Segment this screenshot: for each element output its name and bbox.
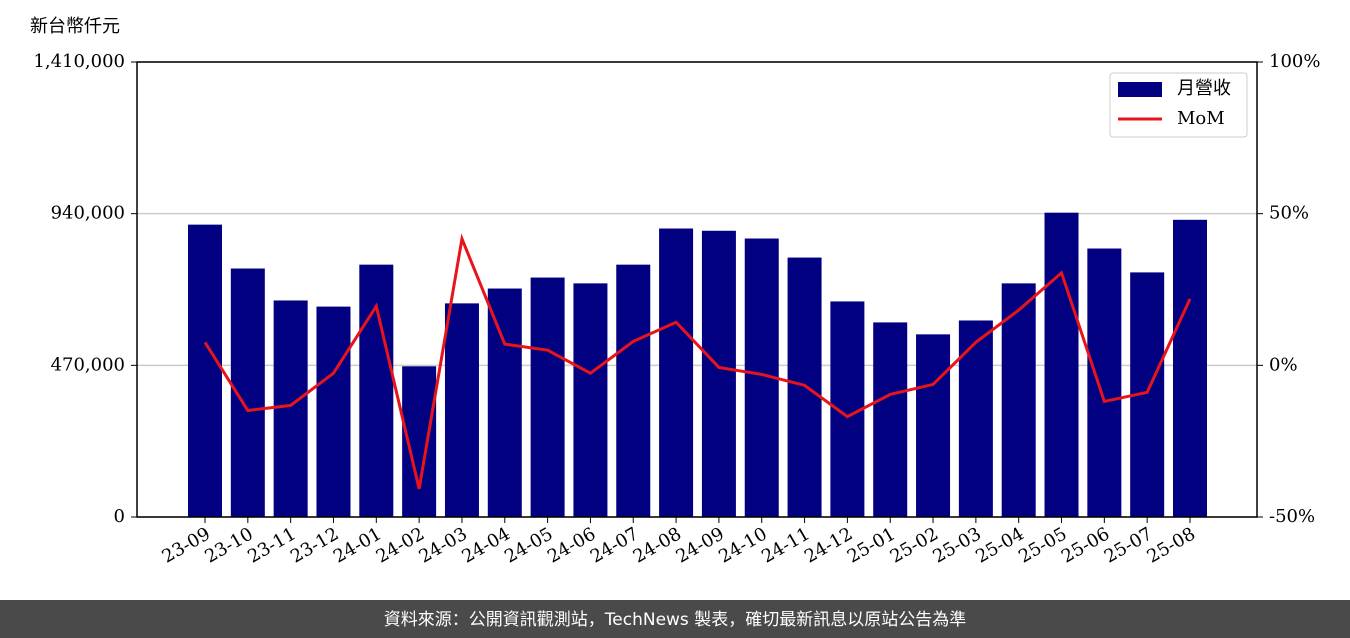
x-tick-label: 25-04 xyxy=(972,523,1027,567)
y2-tick-label: 50% xyxy=(1269,203,1309,224)
y2-tick-label: -50% xyxy=(1269,506,1315,527)
x-tick-label: 24-08 xyxy=(630,523,685,567)
x-tick-label: 23-11 xyxy=(244,523,299,567)
bar xyxy=(873,322,908,517)
legend-label: 月營收 xyxy=(1177,78,1231,99)
bar xyxy=(659,228,694,518)
footer-bar xyxy=(0,600,1350,638)
y2-tick-label: 0% xyxy=(1269,354,1298,375)
x-tick-label: 24-03 xyxy=(416,523,471,567)
x-tick-label: 25-06 xyxy=(1058,523,1113,567)
y-tick-label: 1,410,000 xyxy=(33,51,125,72)
x-tick-label: 24-06 xyxy=(544,523,599,567)
x-tick-label: 25-01 xyxy=(844,523,899,567)
bar xyxy=(188,224,222,517)
bar xyxy=(1087,248,1122,517)
bar xyxy=(359,264,394,517)
bar xyxy=(273,300,308,517)
bar xyxy=(616,264,651,517)
plot-frame xyxy=(136,61,1258,518)
bar xyxy=(1001,283,1036,517)
x-tick-label: 25-08 xyxy=(1144,523,1199,567)
x-tick-label: 23-12 xyxy=(287,523,342,567)
bar xyxy=(958,320,993,517)
x-tick-label: 24-10 xyxy=(715,523,770,567)
y2-tick-label: 100% xyxy=(1269,51,1320,72)
x-tick-label: 24-09 xyxy=(672,523,727,567)
legend-swatch xyxy=(1118,82,1162,97)
x-tick-label: 25-07 xyxy=(1101,523,1156,567)
x-tick-label: 25-05 xyxy=(1015,523,1070,567)
y-tick-label: 940,000 xyxy=(51,203,125,224)
legend-label: MoM xyxy=(1177,108,1225,129)
bar xyxy=(530,277,565,517)
bar xyxy=(916,334,951,517)
x-tick-label: 24-12 xyxy=(801,523,856,567)
x-tick-label: 24-05 xyxy=(501,523,556,567)
x-tick-label: 23-10 xyxy=(201,523,256,567)
bar xyxy=(701,230,736,517)
bar xyxy=(573,283,608,517)
x-tick-label: 24-02 xyxy=(373,523,428,567)
x-tick-label: 24-01 xyxy=(330,523,385,567)
x-tick-label: 25-03 xyxy=(929,523,984,567)
x-tick-label: 25-02 xyxy=(887,523,942,567)
bar xyxy=(487,288,522,517)
bar xyxy=(787,257,822,517)
y-tick-label: 470,000 xyxy=(51,354,125,375)
bar xyxy=(444,303,479,517)
x-tick-label: 24-07 xyxy=(587,523,642,567)
bar xyxy=(316,306,351,517)
x-tick-label: 24-04 xyxy=(458,523,513,567)
y-tick-label: 0 xyxy=(114,506,125,527)
line xyxy=(203,233,1192,490)
x-tick-label: 24-11 xyxy=(758,523,813,567)
bar xyxy=(1044,212,1079,517)
bar xyxy=(1173,219,1207,518)
footer: 資料來源：公開資訊觀測站，TechNews 製表，確切最新訊息以原站公告為準 xyxy=(384,610,966,630)
y-axis-label: 新台幣仟元 xyxy=(30,16,120,37)
x-tick-label: 23-09 xyxy=(159,523,214,567)
